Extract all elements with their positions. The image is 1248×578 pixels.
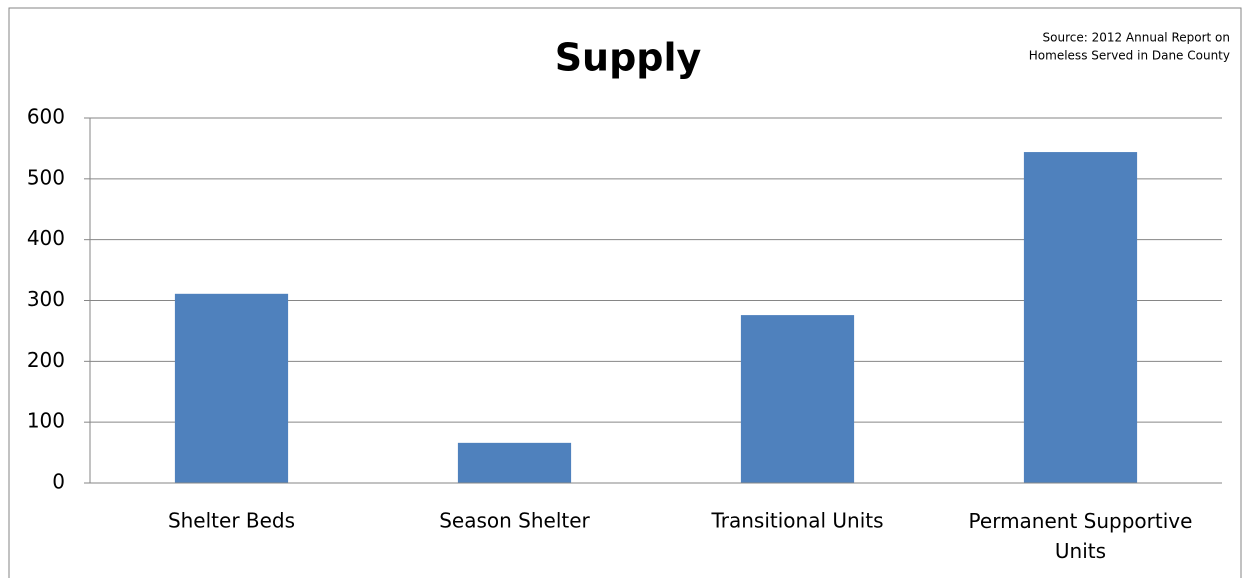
bar [174,293,289,483]
bar [457,442,572,483]
bar [740,315,855,483]
y-tick-label: 100 [27,409,65,433]
y-tick-label: 500 [27,165,65,189]
x-tick-label: Transitional Units [710,509,883,533]
x-tick-label: Shelter Beds [168,509,295,533]
y-tick-label: 300 [27,287,65,311]
x-tick-label: Permanent Supportive Units [969,509,1193,563]
chart-title: Supply [555,36,702,80]
y-tick-label: 600 [27,105,65,129]
source-note: Source: 2012 Annual Report on [1043,31,1231,45]
bar [1023,152,1138,484]
y-tick-label: 400 [27,226,65,250]
source-note: Homeless Served in Dane County [1029,49,1230,63]
x-tick-label: Season Shelter [439,509,590,533]
y-tick-label: 0 [52,470,65,494]
y-tick-label: 200 [27,348,65,372]
